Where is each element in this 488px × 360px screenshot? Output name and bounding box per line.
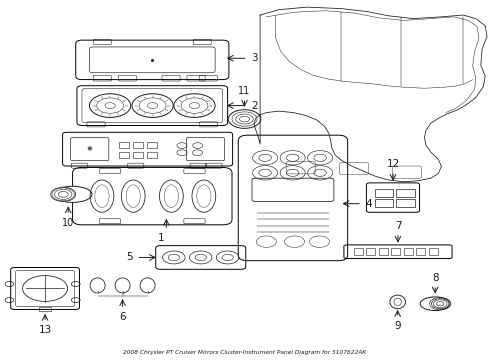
Text: 8: 8: [431, 273, 438, 283]
Bar: [390, 248, 399, 255]
Bar: [133, 152, 143, 158]
Text: 9: 9: [393, 320, 400, 330]
Ellipse shape: [53, 186, 92, 202]
Text: 2: 2: [250, 100, 257, 111]
Text: 5: 5: [126, 252, 133, 262]
Text: 12: 12: [386, 158, 399, 168]
Bar: [395, 199, 414, 207]
Ellipse shape: [51, 187, 76, 202]
Bar: [39, 307, 51, 311]
Text: 4: 4: [365, 199, 371, 209]
Bar: [119, 142, 129, 148]
Bar: [403, 248, 412, 255]
Text: 2008 Chrysler PT Cruiser Mirrors Cluster-Instrument Panel Diagram for 5107622AK: 2008 Chrysler PT Cruiser Mirrors Cluster…: [122, 350, 366, 355]
Bar: [416, 248, 424, 255]
Bar: [133, 142, 143, 148]
Text: 10: 10: [62, 218, 74, 228]
Bar: [395, 189, 414, 197]
Bar: [353, 248, 362, 255]
Text: 7: 7: [394, 221, 401, 230]
Text: 3: 3: [250, 53, 257, 63]
Text: 1: 1: [158, 233, 164, 243]
Text: 13: 13: [39, 325, 52, 335]
Bar: [366, 248, 374, 255]
Ellipse shape: [430, 299, 448, 309]
Bar: [374, 199, 392, 207]
Text: 6: 6: [119, 312, 125, 322]
Bar: [378, 248, 387, 255]
Text: 11: 11: [238, 86, 250, 96]
Bar: [147, 142, 157, 148]
Bar: [374, 189, 392, 197]
Ellipse shape: [419, 297, 449, 311]
Bar: [147, 152, 157, 158]
Bar: [119, 152, 129, 158]
Bar: [428, 248, 437, 255]
Text: ❅: ❅: [86, 146, 92, 152]
